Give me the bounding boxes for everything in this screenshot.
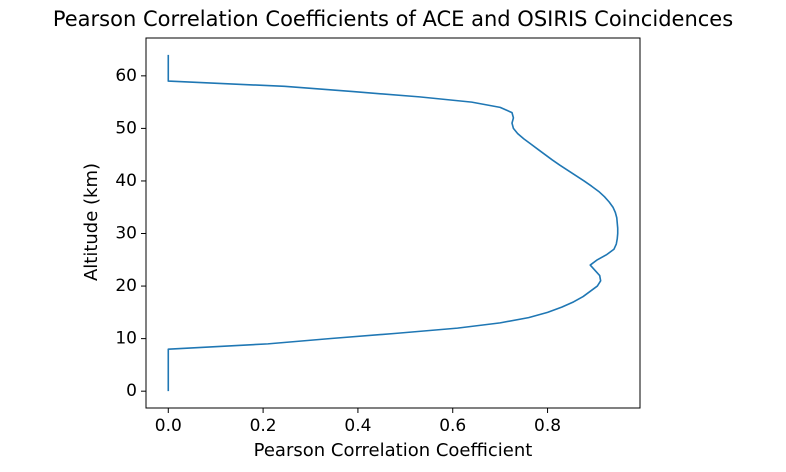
y-tick-label: 0 (126, 381, 137, 401)
y-tick-label: 30 (115, 224, 137, 244)
y-tick-label: 20 (115, 276, 137, 296)
x-tick-label: 0.8 (534, 416, 561, 436)
chart-title: Pearson Correlation Coefficients of ACE … (53, 7, 733, 31)
y-axis-label: Altitude (km) (81, 163, 102, 281)
plot-frame (145, 37, 641, 409)
y-tick-label: 10 (115, 329, 137, 349)
data-line (167, 54, 619, 392)
x-tick-label: 0.0 (155, 416, 182, 436)
y-tick-label: 40 (115, 171, 137, 191)
y-tick-label: 60 (115, 66, 137, 86)
x-tick-label: 0.4 (344, 416, 371, 436)
x-tick-label: 0.6 (439, 416, 466, 436)
x-axis-label: Pearson Correlation Coefficient (254, 440, 533, 461)
y-tick-label: 50 (115, 118, 137, 138)
x-tick-label: 0.2 (250, 416, 277, 436)
